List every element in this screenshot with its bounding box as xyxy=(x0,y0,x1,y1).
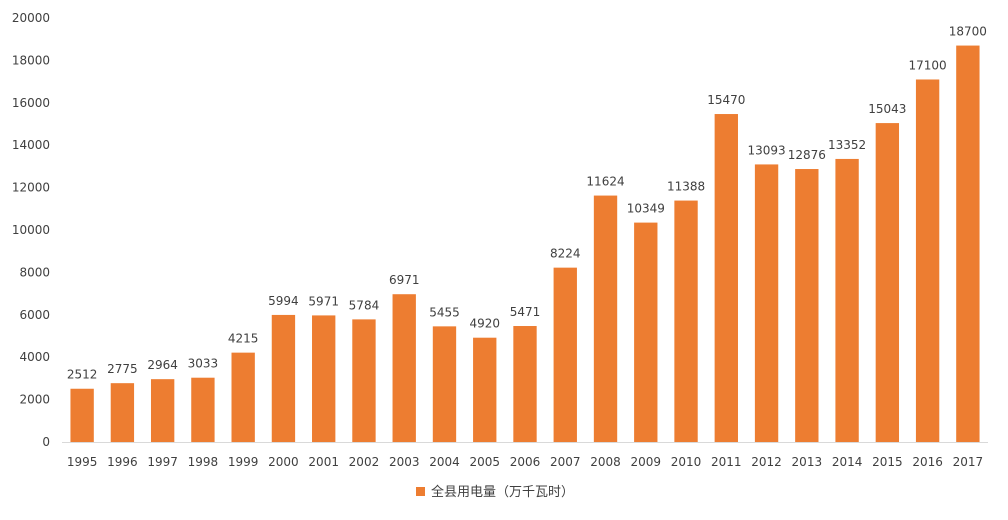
x-tick-label: 1999 xyxy=(228,455,259,469)
data-label: 2512 xyxy=(67,368,98,382)
data-label: 5455 xyxy=(429,305,460,319)
data-label: 8224 xyxy=(550,247,581,261)
data-label: 17100 xyxy=(909,58,947,72)
bar-2007 xyxy=(553,267,577,442)
bar-1995 xyxy=(70,388,94,442)
bar-2017 xyxy=(956,45,980,443)
data-label: 11624 xyxy=(586,175,624,189)
x-tick-label: 2006 xyxy=(510,455,541,469)
bar-2004 xyxy=(432,326,457,442)
x-tick-label: 2011 xyxy=(711,455,742,469)
x-tick-label: 1995 xyxy=(67,455,98,469)
y-tick-label: 6000 xyxy=(19,308,50,322)
data-label: 5784 xyxy=(349,298,380,312)
x-tick-label: 2015 xyxy=(872,455,903,469)
data-label: 10349 xyxy=(627,202,665,216)
y-tick-label: 18000 xyxy=(12,53,50,67)
y-tick-label: 8000 xyxy=(19,265,50,279)
data-label: 4920 xyxy=(469,317,500,331)
x-tick-label: 2002 xyxy=(349,455,380,469)
data-label: 6971 xyxy=(389,273,420,287)
bar-2006 xyxy=(513,326,537,442)
bar-1996 xyxy=(110,383,135,442)
data-label: 11388 xyxy=(667,180,705,194)
bar-2011 xyxy=(714,114,738,442)
bar-2005 xyxy=(473,337,497,442)
x-tick-label: 1997 xyxy=(147,455,178,469)
bar-2003 xyxy=(392,294,416,442)
y-tick-label: 10000 xyxy=(12,223,50,237)
x-tick-label: 2013 xyxy=(792,455,823,469)
bar-2010 xyxy=(674,200,698,442)
bar-2015 xyxy=(875,123,900,442)
data-label: 13093 xyxy=(747,143,785,157)
bar-2002 xyxy=(352,319,376,442)
data-label: 5971 xyxy=(308,294,339,308)
y-tick-label: 14000 xyxy=(12,138,50,152)
x-tick-label: 1998 xyxy=(188,455,219,469)
y-tick-label: 16000 xyxy=(12,96,50,110)
x-tick-label: 2009 xyxy=(631,455,662,469)
x-tick-label: 2010 xyxy=(671,455,702,469)
data-label: 13352 xyxy=(828,138,866,152)
data-label: 18700 xyxy=(949,25,987,39)
x-tick-label: 2001 xyxy=(308,455,339,469)
bar-2016 xyxy=(915,79,940,442)
bar-1997 xyxy=(150,379,175,442)
data-label: 3033 xyxy=(188,357,219,371)
y-tick-label: 20000 xyxy=(12,11,50,25)
bar-2009 xyxy=(634,222,658,442)
x-tick-label: 2003 xyxy=(389,455,420,469)
x-tick-label: 2005 xyxy=(469,455,500,469)
x-tick-label: 2000 xyxy=(268,455,299,469)
bar-1998 xyxy=(191,377,215,442)
data-label: 15470 xyxy=(707,93,745,107)
x-tick-label: 2016 xyxy=(912,455,943,469)
data-label: 5471 xyxy=(510,305,541,319)
y-tick-label: 0 xyxy=(42,435,50,449)
x-tick-label: 2014 xyxy=(832,455,863,469)
x-tick-label: 2017 xyxy=(953,455,984,469)
y-tick-label: 2000 xyxy=(19,393,50,407)
x-tick-label: 2004 xyxy=(429,455,460,469)
bar-2008 xyxy=(593,195,618,442)
data-label: 2964 xyxy=(147,358,178,372)
bar-2012 xyxy=(754,164,779,442)
data-label: 12876 xyxy=(788,148,826,162)
bar-2000 xyxy=(271,314,296,442)
x-tick-label: 2007 xyxy=(550,455,581,469)
data-label: 5994 xyxy=(268,294,299,308)
bar-2001 xyxy=(312,315,336,442)
y-tick-label: 4000 xyxy=(19,350,50,364)
bar-1999 xyxy=(231,352,255,442)
legend-label: 全县用电量（万千瓦时） xyxy=(431,484,574,500)
bar-2014 xyxy=(835,158,859,442)
data-label: 4215 xyxy=(228,332,259,346)
data-label: 15043 xyxy=(868,102,906,116)
y-tick-label: 12000 xyxy=(12,181,50,195)
legend-swatch xyxy=(416,487,425,496)
data-label: 2775 xyxy=(107,362,138,376)
x-tick-label: 2008 xyxy=(590,455,621,469)
bar-2013 xyxy=(795,169,819,442)
x-tick-label: 2012 xyxy=(751,455,782,469)
x-tick-label: 1996 xyxy=(107,455,138,469)
